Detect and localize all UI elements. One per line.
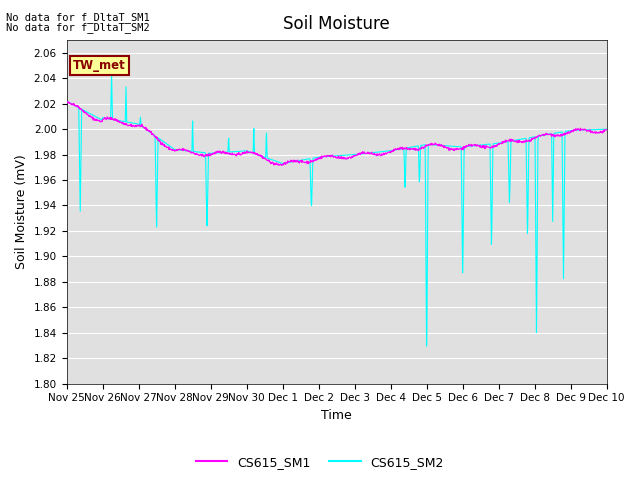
Legend: CS615_SM1, CS615_SM2: CS615_SM1, CS615_SM2 [191,451,449,474]
CS615_SM1 [127,123,134,129]
CS615_SM1 [371,152,378,157]
CS615_SM2 [104,116,112,121]
CS615_SM2 [371,150,378,156]
CS615_SM1 [63,99,70,105]
CS615_SM1 [292,159,300,165]
CS615_SM1 [603,127,611,133]
CS615_SM1 [278,162,285,168]
Line: CS615_SM2: CS615_SM2 [67,73,607,346]
Line: CS615_SM1: CS615_SM1 [67,102,607,165]
CS615_SM2 [63,98,70,104]
Text: No data for f_DltaT_SM1: No data for f_DltaT_SM1 [6,12,150,23]
Y-axis label: Soil Moisture (mV): Soil Moisture (mV) [15,155,28,269]
CS615_SM2 [603,126,611,132]
CS615_SM2 [303,156,311,162]
Title: Soil Moisture: Soil Moisture [284,15,390,33]
CS615_SM2 [127,120,134,126]
CS615_SM2 [313,155,321,160]
Text: No data for f_DltaT_SM2: No data for f_DltaT_SM2 [6,22,150,33]
CS615_SM2 [108,71,115,76]
CS615_SM1 [314,156,321,162]
CS615_SM2 [422,343,430,349]
Text: TW_met: TW_met [73,60,125,72]
CS615_SM1 [105,116,113,122]
CS615_SM1 [304,158,312,164]
X-axis label: Time: Time [321,409,352,422]
CS615_SM1 [64,99,72,105]
CS615_SM2 [292,158,300,164]
